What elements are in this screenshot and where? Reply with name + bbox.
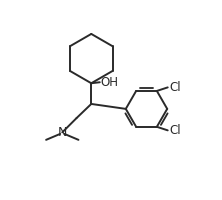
Text: OH: OH: [101, 76, 119, 89]
Text: N: N: [57, 126, 67, 139]
Text: Cl: Cl: [169, 81, 180, 94]
Text: Cl: Cl: [169, 124, 180, 137]
